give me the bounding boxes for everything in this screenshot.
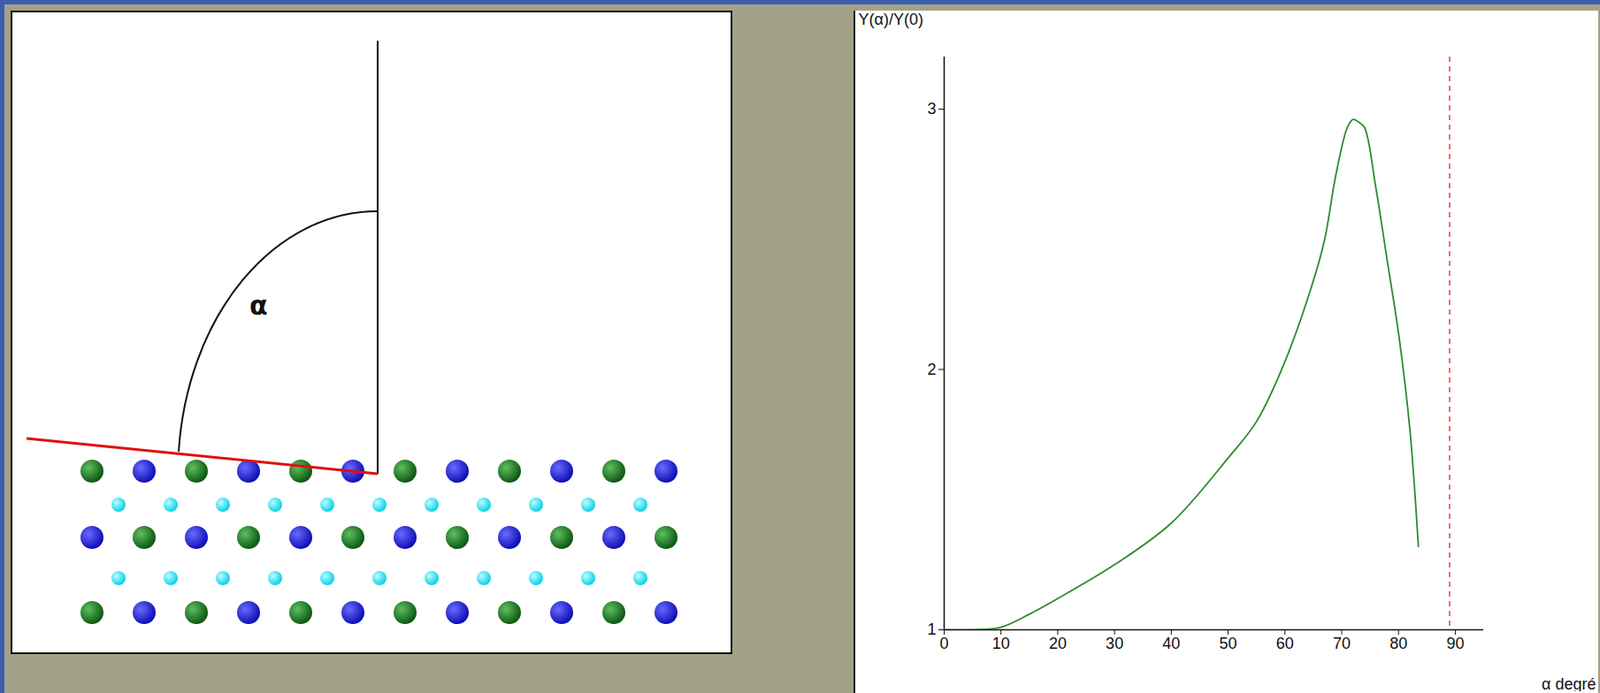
svg-text:2: 2 [926, 360, 936, 379]
svg-text:20: 20 [1048, 635, 1067, 653]
svg-text:1: 1 [926, 620, 936, 639]
svg-text:40: 40 [1162, 635, 1180, 653]
svg-text:50: 50 [1219, 635, 1238, 653]
svg-text:α degré: α degré [1541, 675, 1596, 693]
svg-text:Y(α)/Y(0): Y(α)/Y(0) [858, 10, 924, 29]
svg-text:80: 80 [1389, 635, 1408, 653]
svg-text:30: 30 [1105, 635, 1124, 653]
svg-text:α: α [249, 290, 268, 322]
svg-text:60: 60 [1276, 635, 1294, 653]
svg-text:0: 0 [939, 635, 949, 653]
svg-text:90: 90 [1446, 635, 1464, 653]
svg-text:70: 70 [1332, 635, 1351, 653]
svg-text:10: 10 [992, 635, 1011, 653]
svg-text:3: 3 [926, 99, 936, 118]
